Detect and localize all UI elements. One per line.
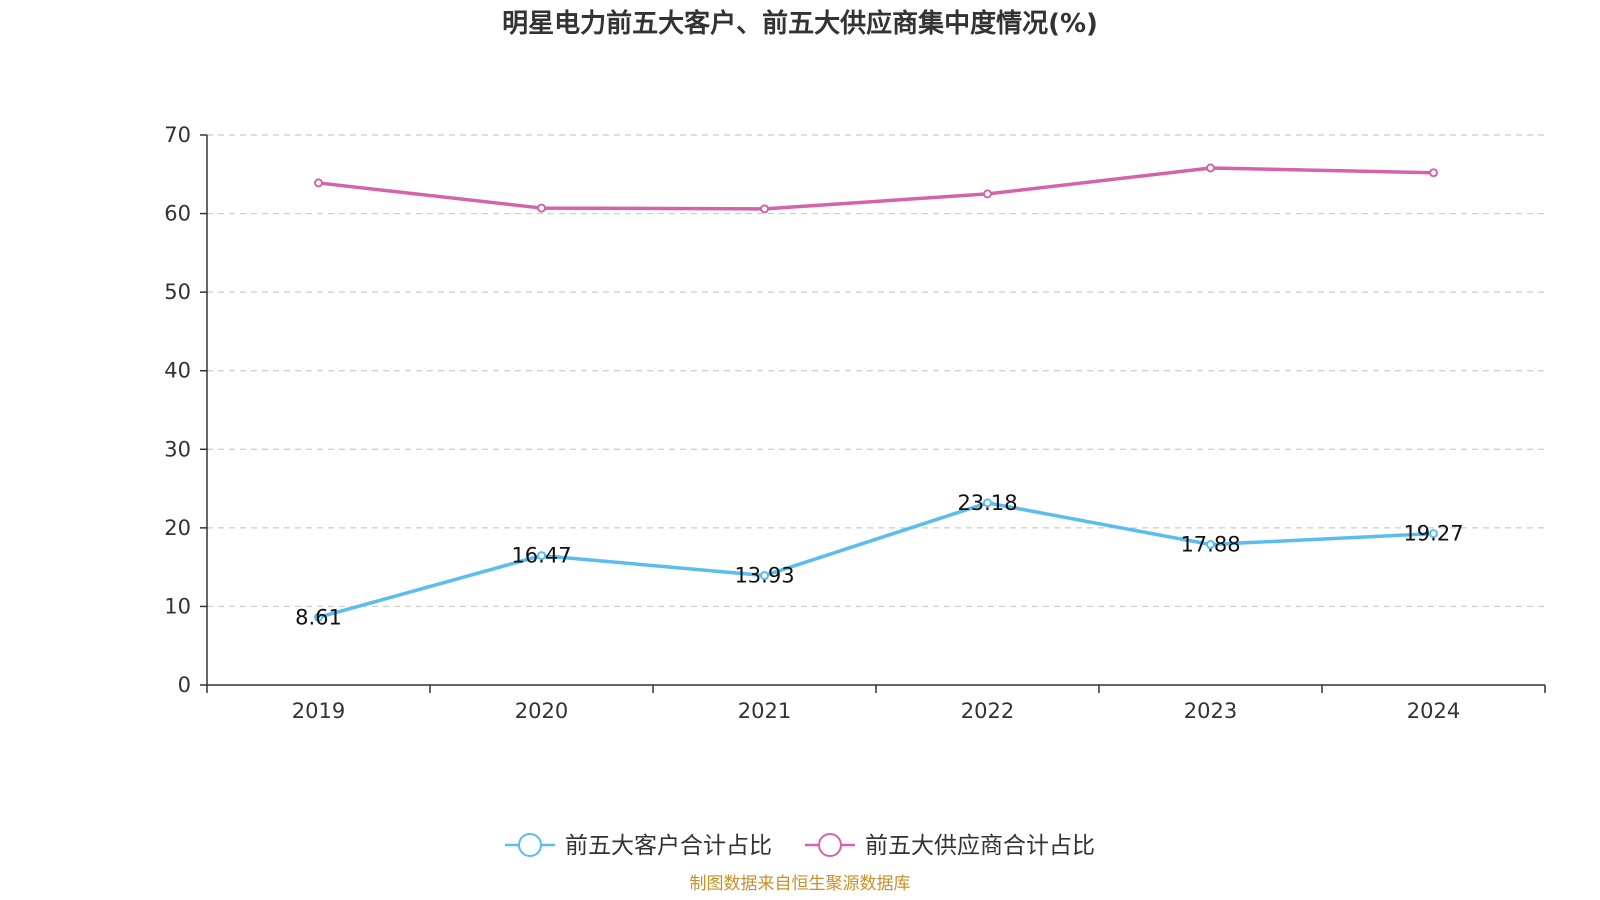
legend-label-1: 前五大供应商合计占比 — [865, 833, 1095, 859]
x-tick-label-2022: 2022 — [961, 699, 1014, 723]
y-tick-label-10: 10 — [164, 594, 191, 618]
series-line-0 — [318, 501, 1434, 620]
axes: 0 10 20 30 40 50 60 70 2019 2020 2021 2022 2023 2024 — [164, 123, 1546, 723]
series-1-point-2021 — [760, 204, 769, 214]
y-tick-label-40: 40 — [164, 359, 191, 383]
series-0-point-2019 — [314, 612, 323, 622]
data-label-2020: 16.47 — [511, 544, 571, 568]
series-line-1 — [318, 166, 1434, 211]
series-lines — [314, 163, 1438, 622]
legend: 前五大客户合计占比 前五大供应商合计占比 — [505, 833, 1095, 859]
series-0-point-2021 — [760, 571, 769, 581]
series-1-point-2024 — [1429, 168, 1438, 178]
data-label-2024: 19.27 — [1403, 522, 1463, 546]
series-1-point-2020 — [537, 203, 546, 213]
y-tick-label-30: 30 — [164, 437, 191, 461]
data-label-2019: 8.61 — [295, 605, 342, 629]
series-0-point-2024 — [1429, 529, 1438, 539]
y-tick-label-50: 50 — [164, 280, 191, 304]
x-tick-label-2021: 2021 — [738, 699, 791, 723]
x-tick-label-2020: 2020 — [515, 699, 568, 723]
series-0-point-2022 — [983, 498, 992, 508]
x-tick-label-2023: 2023 — [1184, 699, 1237, 723]
legend-marker-0 — [518, 833, 542, 857]
y-tick-label-60: 60 — [164, 202, 191, 226]
legend-item-0: 前五大客户合计占比 — [505, 833, 772, 859]
chart-title: 明星电力前五大客户、前五大供应商集中度情况(%) — [502, 8, 1098, 39]
legend-item-1: 前五大供应商合计占比 — [805, 833, 1095, 859]
data-label-2022: 23.18 — [957, 491, 1017, 515]
source-note: 制图数据来自恒生聚源数据库 — [690, 874, 911, 894]
series-1-point-2023 — [1206, 163, 1215, 173]
x-tick-label-2024: 2024 — [1407, 699, 1460, 723]
y-tick-label-20: 20 — [164, 516, 191, 540]
data-labels: 8.61 16.47 13.93 23.18 17.88 19.27 — [295, 491, 1463, 629]
legend-label-0: 前五大客户合计占比 — [565, 833, 772, 859]
x-tick-label-2019: 2019 — [292, 699, 345, 723]
series-1-point-2022 — [983, 189, 992, 199]
series-0-point-2020 — [537, 551, 546, 561]
series-1-point-2019 — [314, 178, 323, 188]
grid-lines — [207, 134, 1545, 608]
y-tick-label-0: 0 — [178, 673, 191, 697]
y-tick-label-70: 70 — [164, 123, 191, 147]
data-label-2023: 17.88 — [1180, 533, 1240, 557]
data-label-2021: 13.93 — [734, 564, 794, 588]
legend-marker-1 — [818, 833, 842, 857]
series-0-point-2023 — [1206, 540, 1215, 550]
